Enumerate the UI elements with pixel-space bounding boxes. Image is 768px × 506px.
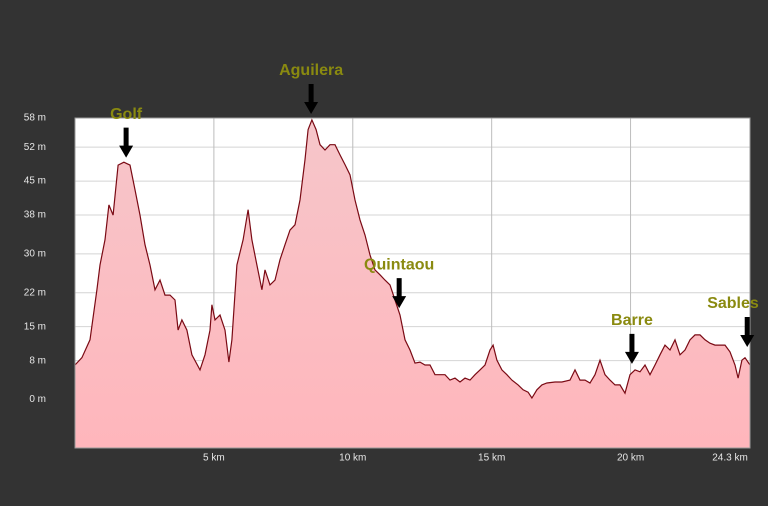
annotation-label: Aguilera	[279, 62, 343, 79]
y-tick-label: 58 m	[24, 113, 46, 124]
x-tick-label: 5 km	[203, 453, 225, 464]
annotation-label: Sables	[707, 295, 759, 312]
y-tick-label: 22 m	[24, 287, 46, 298]
arrow-shape	[740, 316, 755, 347]
y-tick-label: 52 m	[24, 142, 46, 153]
y-tick-label: 0 m	[29, 394, 46, 405]
annotation-label: Barre	[611, 312, 653, 329]
x-tick-label: 10 km	[339, 453, 366, 464]
y-tick-label: 15 m	[24, 321, 46, 332]
y-tick-label: 45 m	[24, 176, 46, 187]
annotation-arrow	[304, 84, 319, 114]
arrow-shape	[304, 84, 319, 114]
x-tick-label: 15 km	[478, 453, 505, 464]
plot-border	[74, 117, 751, 449]
annotation-arrow	[624, 333, 639, 364]
arrow-shape	[119, 127, 134, 158]
arrow-shape	[392, 278, 407, 309]
annotation-label: Quintaou	[364, 256, 434, 273]
elevation-line	[74, 118, 751, 400]
annotation-arrow	[392, 278, 407, 309]
arrow-shape	[624, 333, 639, 364]
annotation-label: Golf	[110, 106, 143, 123]
y-tick-label: 38 m	[24, 210, 46, 221]
annotation-arrow	[740, 316, 755, 347]
area-fill	[75, 119, 750, 449]
x-tick-label: 20 km	[617, 453, 644, 464]
x-tick-label: 24.3 km	[712, 453, 748, 464]
annotation-arrow	[119, 127, 134, 158]
y-tick-label: 30 m	[24, 249, 46, 260]
y-tick-label: 8 m	[29, 355, 46, 366]
